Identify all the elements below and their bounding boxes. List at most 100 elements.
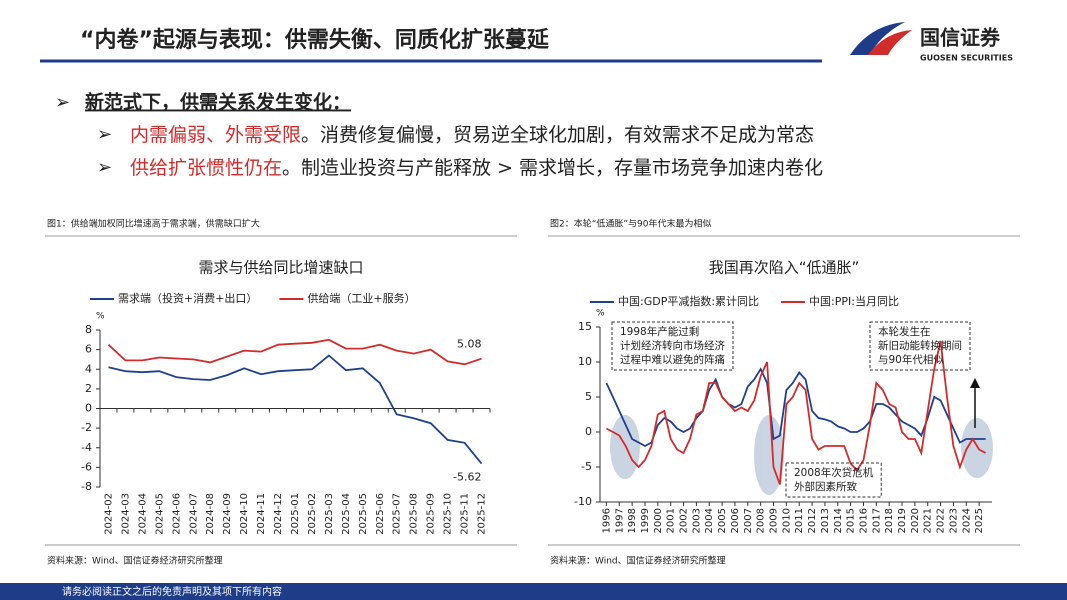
y-tick-label: -6 [81, 460, 92, 473]
x-tick-label: 2025-11 [460, 493, 471, 535]
x-tick-label: 2015 [846, 508, 857, 533]
chart-title: 我国再次陷入“低通胀” [709, 259, 860, 277]
x-tick-label: 2012 [807, 508, 818, 533]
x-tick-label: 2013 [820, 508, 831, 533]
x-tick-label: 2006 [730, 508, 741, 533]
x-tick-label: 2025-10 [443, 493, 454, 535]
y-tick-label: 4 [85, 362, 92, 375]
x-tick-label: 2022 [936, 508, 947, 533]
logo: 国信证券 GUOSEN SECURITIES [850, 22, 1013, 63]
y-tick-label: 15 [578, 320, 592, 333]
x-tick-label: 2003 [691, 508, 702, 533]
x-tick-label: 2025-08 [409, 493, 420, 535]
x-tick-label: 2024 [961, 508, 972, 533]
x-tick-label: 2019 [897, 508, 908, 533]
x-tick-label: 1999 [640, 508, 651, 533]
x-tick-label: 2024-09 [222, 493, 233, 535]
x-tick-label: 2024-08 [205, 493, 216, 535]
x-tick-label: 2025-09 [426, 493, 437, 535]
footer: 请务必阅读正文之后的免责声明及其项下所有内容 [62, 585, 282, 598]
value-label: -5.62 [453, 471, 481, 484]
x-tick-label: 2018 [884, 508, 895, 533]
x-tick-label: 2024-05 [154, 493, 165, 535]
x-tick-label: 2021 [923, 508, 934, 533]
x-tick-label: 2025-05 [358, 493, 369, 535]
x-tick-label: 2024-02 [103, 493, 114, 535]
y-tick-label: 0 [585, 425, 592, 438]
annotation-text: 外部因素所致 [794, 480, 857, 493]
x-tick-label: 2009 [769, 508, 780, 533]
x-tick-label: 2023 [948, 508, 959, 533]
x-tick-label: 2024-07 [188, 493, 199, 535]
source: 资料来源：Wind、国信证券经济研究所整理 [550, 555, 726, 567]
annotation-box [611, 321, 734, 371]
chart-title: 需求与供给同比增速缺口 [198, 259, 363, 277]
bullet: 内需偏弱、外需受限。消费修复偏慢，贸易逆全球化加剧，有效需求不足成为常态 [130, 124, 814, 146]
x-tick-label: 2024-10 [239, 493, 250, 535]
caption: 图2：本轮“低通胀”与90年代末最为相似 [550, 218, 712, 230]
y-unit: % [96, 312, 105, 322]
logo-en: GUOSEN SECURITIES [920, 54, 1013, 63]
y-tick-label: -5 [581, 460, 592, 473]
arrow-head [970, 378, 980, 388]
bullet-text: 。消费修复偏慢，贸易逆全球化加剧，有效需求不足成为常态 [301, 124, 814, 146]
legend-label: 中国:GDP平减指数:累计同比 [618, 294, 759, 308]
x-tick-label: 2025-06 [375, 493, 386, 535]
series-line [108, 354, 483, 465]
y-tick-label: 10 [578, 355, 592, 368]
annotation-text: 2008年次贷危机 [794, 466, 874, 479]
y-tick-label: -4 [81, 441, 92, 454]
x-tick-label: 2010 [781, 508, 792, 533]
x-tick-label: 2017 [871, 508, 882, 533]
x-tick-label: 2008 [756, 508, 767, 533]
footer-bar [0, 583, 1067, 600]
legend-label: 中国:PPI:当月同比 [809, 294, 899, 308]
x-tick-label: 2020 [910, 508, 921, 533]
annotation-text: 过程中难以避免的阵痛 [620, 353, 725, 366]
annotation-text: 本轮发生在 [878, 325, 931, 338]
x-tick-label: 2024-12 [273, 493, 284, 535]
y-unit: % [596, 309, 605, 319]
annotation-text: 新旧动能转换期间 [878, 339, 962, 352]
x-tick-label: 2025-01 [290, 493, 301, 535]
source: 资料来源：Wind、国信证券经济研究所整理 [47, 555, 223, 567]
x-tick-label: 2001 [666, 508, 677, 533]
series-line [605, 367, 986, 448]
bullet-marker: ➢ [55, 92, 70, 113]
x-tick-label: 2025-02 [307, 493, 318, 535]
value-label: 5.08 [457, 338, 482, 351]
y-tick-label: -8 [81, 480, 92, 493]
series-line [107, 338, 482, 366]
x-tick-label: 2014 [833, 508, 844, 533]
x-tick-label: 2024-06 [171, 493, 182, 535]
x-tick-label: 2024-11 [256, 493, 267, 535]
x-tick-label: 1998 [627, 508, 638, 533]
y-tick-label: 6 [85, 343, 92, 356]
x-tick-label: 2004 [704, 508, 715, 533]
x-tick-label: 2002 [679, 508, 690, 533]
annotation-text: 与90年代相似 [878, 353, 944, 366]
bullet-marker: ➢ [97, 157, 112, 178]
x-tick-label: 2025-07 [392, 493, 403, 535]
series-line [605, 340, 987, 485]
x-tick-label: 2025-04 [341, 493, 352, 535]
legend-label: 需求端（投资+消费+出口） [118, 291, 257, 305]
y-tick-label: 5 [585, 390, 592, 403]
caption: 图1：供给端加权同比增速高于需求端，供需缺口扩大 [47, 218, 260, 230]
annotation-box [785, 462, 882, 498]
logo-cn: 国信证券 [920, 26, 1001, 50]
x-tick-label: 2011 [794, 508, 805, 533]
x-tick-label: 1997 [614, 508, 625, 533]
y-tick-label: -2 [81, 421, 92, 434]
annotation-box [869, 321, 971, 371]
bullet: 供给扩张惯性仍在。制造业投资与产能释放 > 需求增长，存量市场竞争加速内卷化 [130, 157, 823, 179]
y-tick-label: -10 [574, 495, 592, 508]
bullet-text: 。制造业投资与产能释放 > 需求增长，存量市场竞争加速内卷化 [282, 157, 823, 179]
bullet: 新范式下，供需关系发生变化： [85, 91, 351, 114]
bullet-marker: ➢ [97, 124, 112, 145]
x-tick-label: 2024-04 [137, 493, 148, 535]
annotation-text: 计划经济转向市场经济 [620, 339, 725, 352]
